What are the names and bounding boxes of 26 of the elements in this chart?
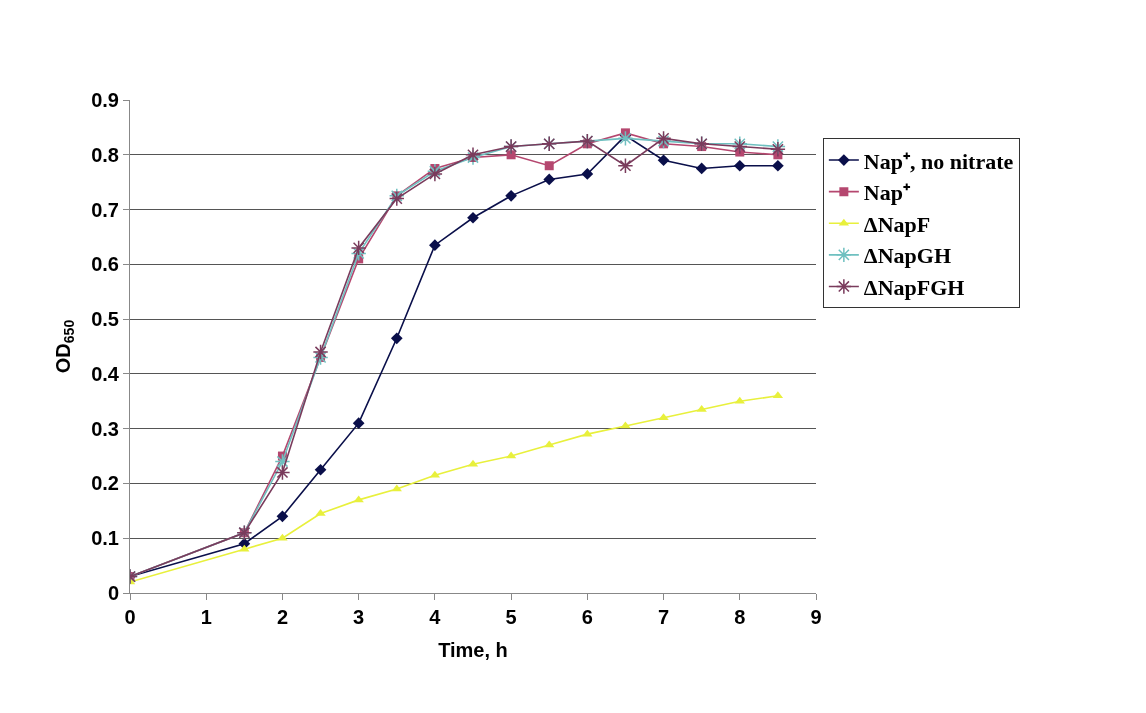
y-tick-label: 0 xyxy=(107,582,119,604)
legend-label: ΔNapGH xyxy=(863,243,951,269)
y-tick-label: 0.8 xyxy=(91,143,119,166)
x-tick-label: 7 xyxy=(658,606,670,628)
x-tick-label: 8 xyxy=(734,606,746,628)
y-tick-label: 0.4 xyxy=(91,362,120,385)
x-tick-label: 3 xyxy=(353,606,365,628)
x-tick-label: 0 xyxy=(124,606,136,628)
x-tick-label: 2 xyxy=(276,606,288,628)
legend-label: ΔNapF xyxy=(863,211,931,237)
x-tick-label: 6 xyxy=(581,606,593,628)
y-tick-label: 0.2 xyxy=(91,472,119,495)
x-tick-label: 9 xyxy=(810,606,822,628)
y-tick-label: 0.3 xyxy=(91,417,119,440)
legend-label: ΔNapFGH xyxy=(863,275,965,301)
y-tick-label: 0.9 xyxy=(91,89,119,111)
legend-label: Nap⁺ xyxy=(863,180,911,206)
y-tick-label: 0.7 xyxy=(91,198,119,221)
y-tick-label: 0.1 xyxy=(91,527,119,550)
legend-label: Nap⁺, no nitrate xyxy=(863,148,1014,174)
x-tick-label: 4 xyxy=(429,606,442,628)
x-tick-label: 5 xyxy=(505,606,517,628)
x-tick-label: 1 xyxy=(200,606,212,628)
y-tick-label: 0.5 xyxy=(91,308,119,331)
x-axis-title: Time, h xyxy=(438,638,508,661)
y-tick-label: 0.6 xyxy=(91,253,119,276)
